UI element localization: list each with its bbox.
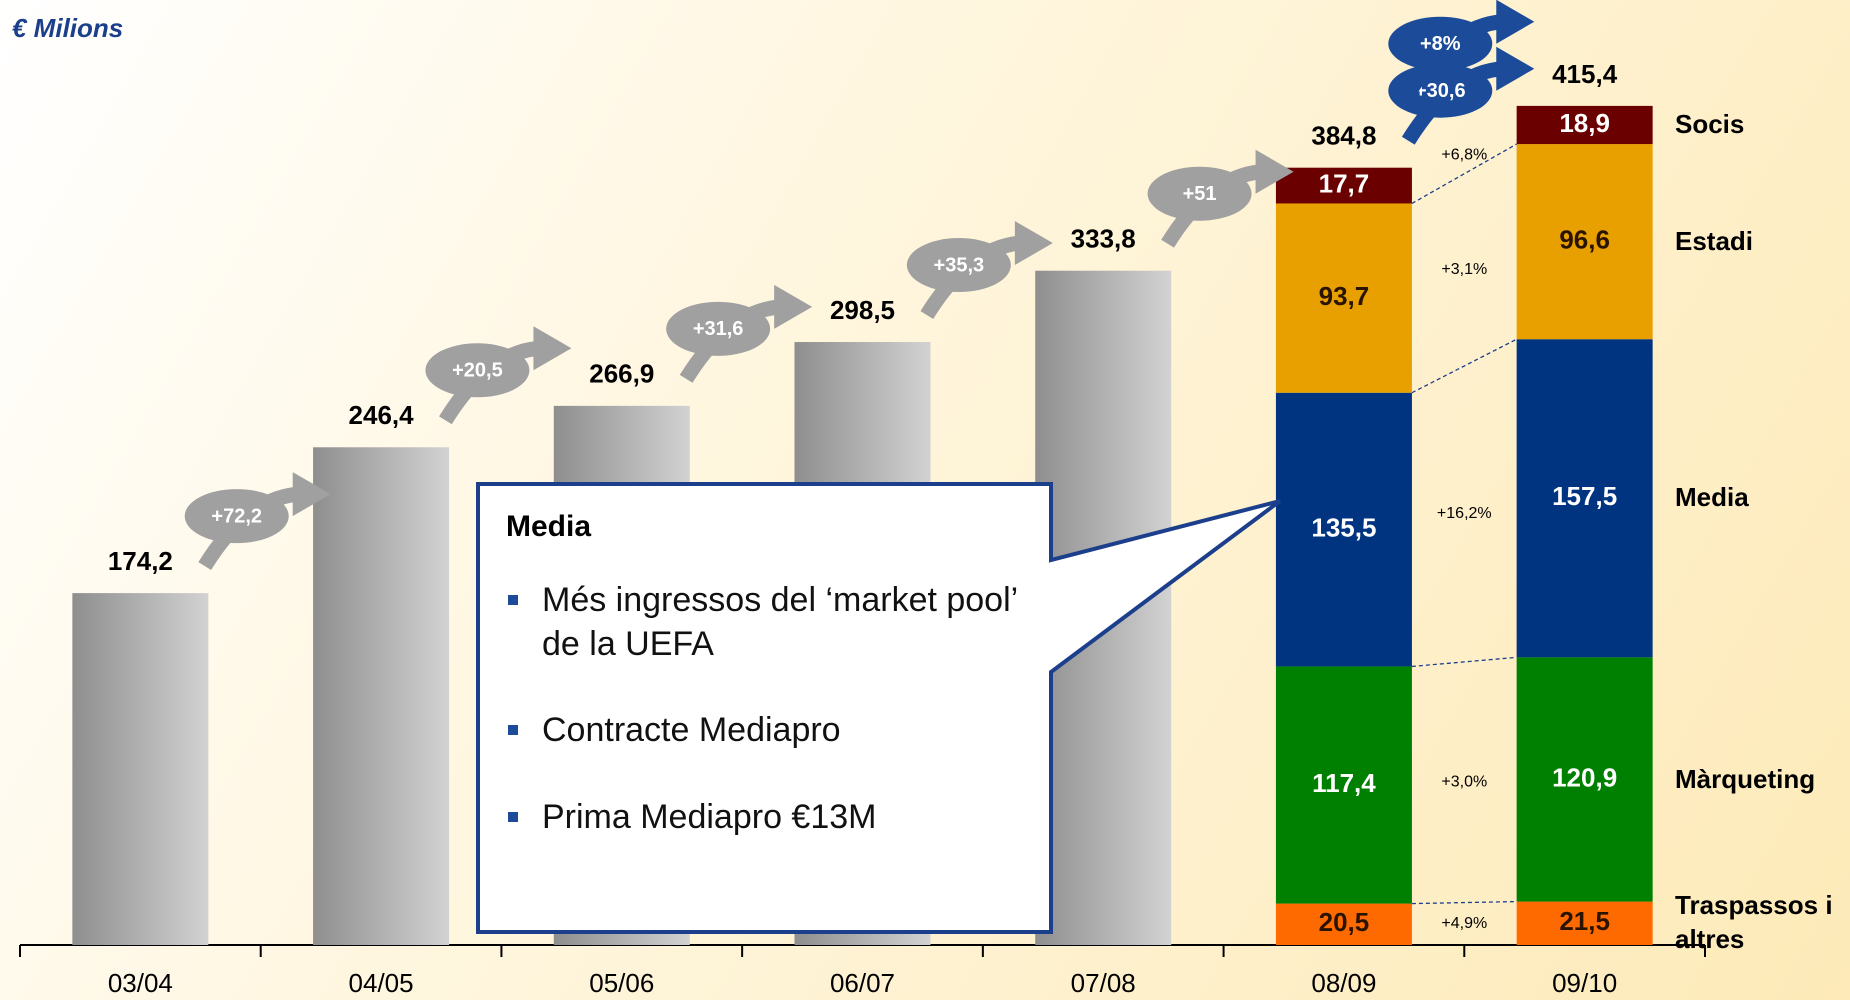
x-tick-label: 07/08: [1071, 968, 1136, 998]
total-label: 415,4: [1552, 59, 1618, 89]
growth-arrowhead: [1255, 149, 1294, 194]
growth-bubble: [184, 489, 289, 544]
connector-line: [1411, 143, 1517, 205]
growth-label: +30,6: [1415, 80, 1466, 102]
growth-bubble: [425, 343, 530, 398]
legend-item: Traspassos i altres: [1675, 890, 1833, 955]
connector-line: [1411, 900, 1517, 905]
bar-segment: [1275, 903, 1412, 945]
x-tick-label: 05/06: [589, 968, 654, 998]
growth-marker: +35,3: [906, 221, 1053, 319]
growth-arrowhead: [292, 472, 331, 517]
bar-segment: [1516, 105, 1653, 145]
change-label: +6,8%: [1441, 146, 1487, 163]
growth-label: +8%: [1420, 33, 1461, 55]
growth-label: +20,5: [452, 360, 503, 382]
callout-box: [476, 482, 1282, 934]
growth-arrowhead: [1014, 221, 1053, 266]
legend-item: Màrqueting: [1675, 763, 1816, 794]
growth-label: +31,6: [693, 318, 744, 340]
bar: [313, 447, 450, 945]
bar-segment: [1516, 657, 1653, 902]
bar-segment: [1275, 392, 1412, 667]
total-label: 266,9: [589, 359, 654, 389]
chart-title: € Milions: [12, 13, 123, 43]
segment-label: 18,9: [1559, 108, 1610, 138]
growth-arrowhead: [1496, 0, 1535, 44]
growth-bubble: [666, 301, 771, 356]
x-tick-label: 08/09: [1311, 968, 1376, 998]
total-growth-marker: +8%: [1388, 0, 1535, 98]
growth-arrowhead: [1496, 46, 1535, 91]
total-label: 298,5: [830, 295, 895, 325]
growth-label: +51: [1183, 183, 1217, 205]
change-label: +4,9%: [1441, 915, 1487, 932]
callout-title: Media: [506, 510, 592, 543]
segment-label: 117,4: [1312, 768, 1376, 798]
bar-segment: [1516, 901, 1653, 945]
callout-list: Més ingressos del ‘market pool’ de la UE…: [482, 578, 1048, 839]
segment-label: 93,7: [1319, 281, 1370, 311]
legend-label: Estadi: [1675, 225, 1754, 256]
growth-marker: +72,2: [184, 472, 331, 571]
segment-label: 21,5: [1559, 906, 1610, 936]
change-label: +3,0%: [1441, 773, 1487, 790]
bar-segment: [1516, 339, 1653, 658]
callout: Media Més ingressos del ‘market pool’ de …: [482, 510, 1048, 839]
growth-bubble: [906, 238, 1011, 293]
segment-label: 135,5: [1311, 512, 1376, 542]
x-tick-label: 04/05: [349, 968, 414, 998]
x-tick-label: 09/10: [1552, 968, 1617, 998]
legend-label: Socis: [1675, 109, 1745, 140]
connector-line: [1411, 656, 1517, 668]
legend-label: Màrqueting: [1675, 763, 1816, 794]
x-tick-label: 03/04: [108, 968, 173, 998]
bar: [72, 593, 209, 945]
change-label: +16,2%: [1437, 505, 1492, 522]
callout-bullet: Prima Mediapro €13M: [506, 795, 1028, 839]
legend-label: Media: [1675, 482, 1749, 513]
bar-segment: [1516, 144, 1653, 340]
total-label: 174,2: [108, 546, 173, 576]
growth-arrowhead: [533, 326, 572, 371]
growth-bubble: [1147, 166, 1252, 221]
connector-line: [1411, 338, 1517, 394]
growth-bubble: [1388, 16, 1493, 71]
callout-bullet: Contracte Mediapro: [506, 708, 1028, 752]
growth-marker: +31,6: [666, 284, 813, 383]
legend-label: Traspassos i altres: [1675, 890, 1833, 955]
growth-marker: +51: [1147, 149, 1294, 248]
callout-bullet: Més ingressos del ‘market pool’ de la UE…: [506, 578, 1028, 666]
growth-marker: +20,5: [425, 326, 572, 425]
callout-body: Media Més ingressos del ‘market pool’ de …: [482, 510, 1048, 839]
segment-label: 96,6: [1559, 225, 1610, 255]
growth-label: +72,2: [211, 505, 262, 527]
segment-label: 20,5: [1319, 907, 1370, 937]
total-label: 333,8: [1071, 224, 1136, 254]
segment-label: 157,5: [1552, 481, 1617, 511]
change-label: +3,1%: [1441, 261, 1487, 278]
segment-label: 17,7: [1319, 168, 1370, 198]
x-tick-label: 06/07: [830, 968, 895, 998]
legend-item: Socis: [1675, 109, 1745, 140]
legend-item: Media: [1675, 482, 1749, 513]
bar-segment: [1275, 203, 1412, 393]
total-label: 246,4: [349, 400, 415, 430]
segment-label: 120,9: [1552, 762, 1617, 792]
legend-item: Estadi: [1675, 225, 1754, 256]
growth-arrowhead: [774, 284, 813, 329]
total-label: 384,8: [1311, 121, 1376, 151]
bar-segment: [1275, 167, 1412, 204]
bar-segment: [1275, 666, 1412, 904]
growth-label: +35,3: [934, 254, 985, 276]
